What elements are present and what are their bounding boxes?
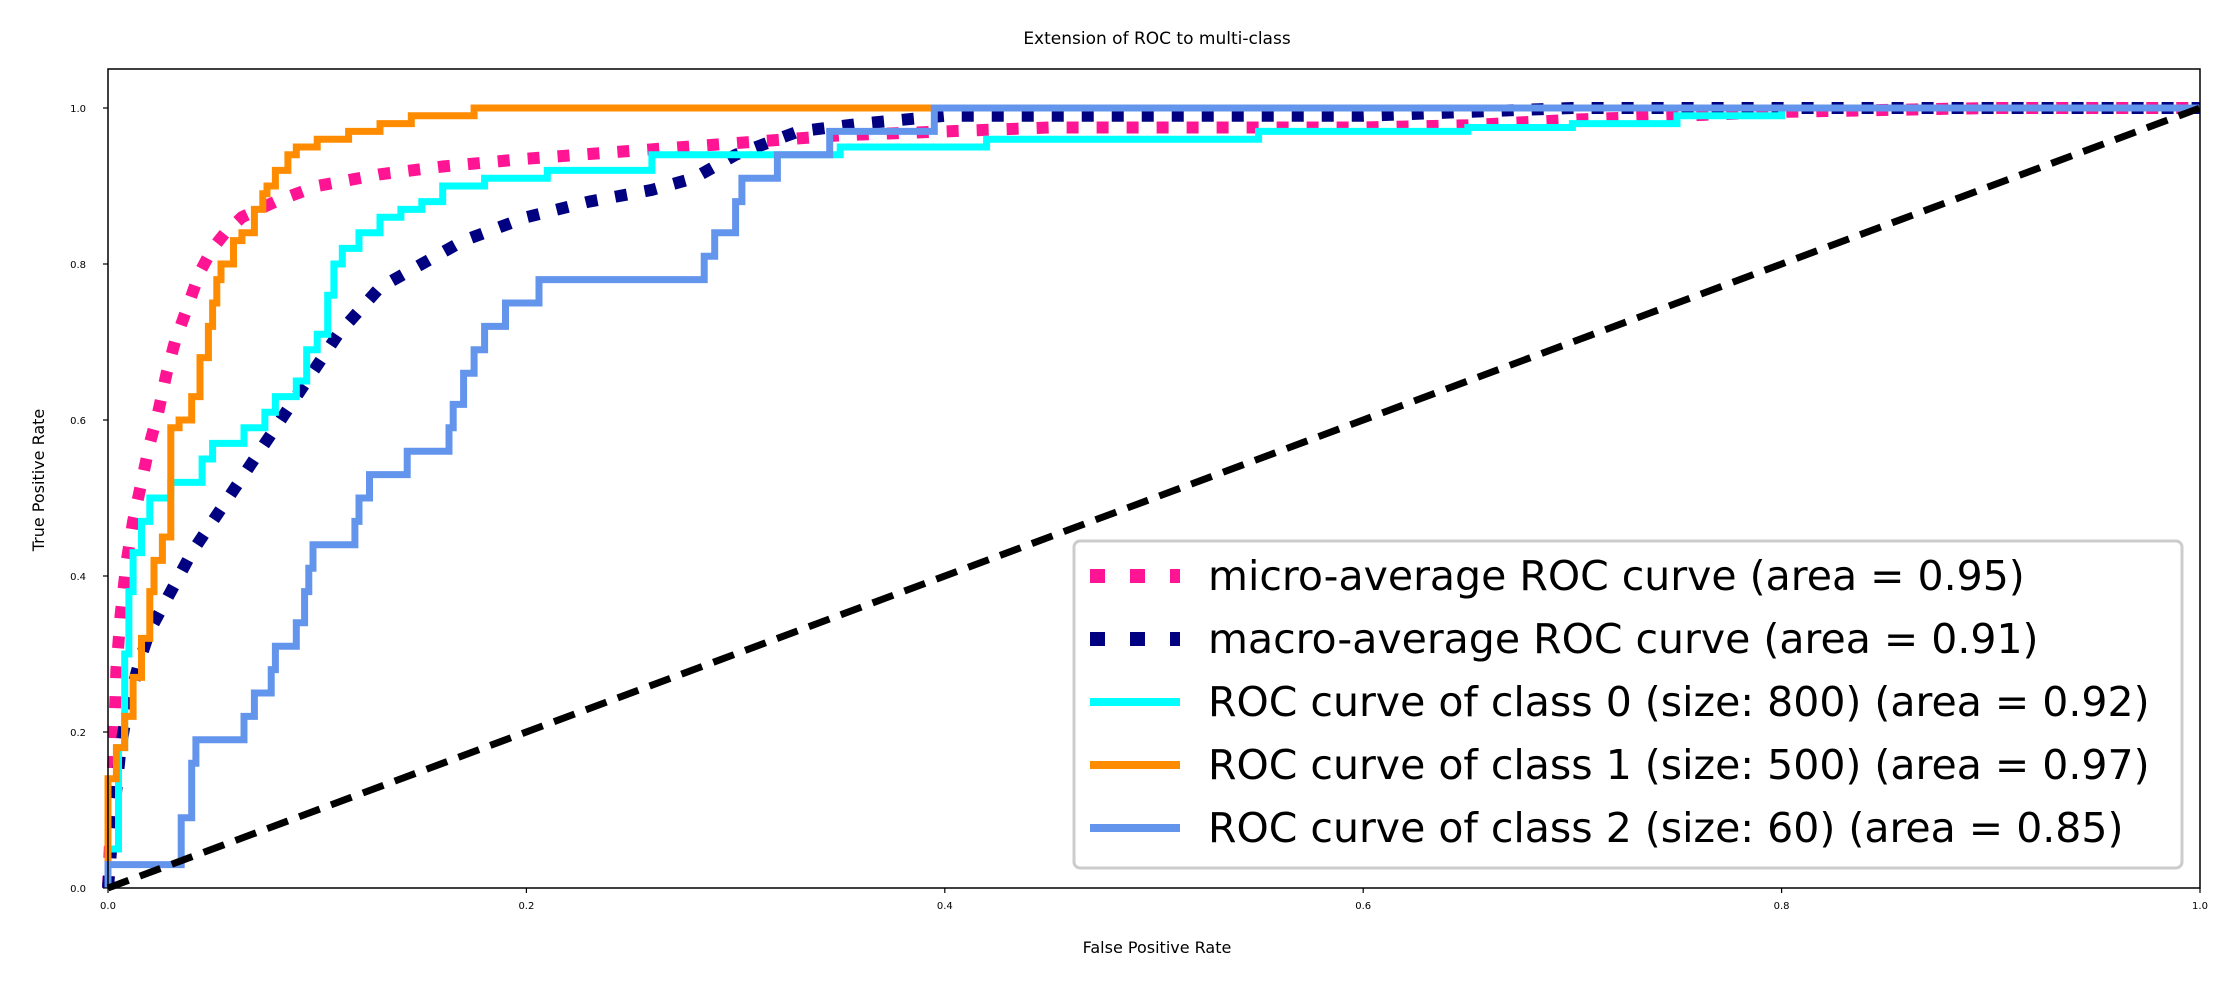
y-tick-label: 0.6 <box>70 416 86 427</box>
x-tick-label: 0.4 <box>937 901 953 912</box>
y-axis-label: True Positive Rate <box>29 409 48 553</box>
y-tick-label: 0.4 <box>70 572 86 583</box>
x-axis-label: False Positive Rate <box>1083 938 1232 957</box>
plot-frame <box>107 68 2201 889</box>
y-tick-label: 1.0 <box>70 104 86 115</box>
x-tick-label: 0.2 <box>518 901 534 912</box>
roc-series-4 <box>104 104 2200 888</box>
x-tick-label: 1.0 <box>2192 901 2208 912</box>
y-tick-label: 0.0 <box>70 884 86 895</box>
legend: micro-average ROC curve (area = 0.95) mac… <box>1072 539 2184 870</box>
roc-series-3 <box>104 104 2200 888</box>
x-tick-label: 0.0 <box>100 901 116 912</box>
x-tick-label: 0.6 <box>1355 901 1371 912</box>
x-tick-label: 0.8 <box>1774 901 1790 912</box>
y-tick-label: 0.8 <box>70 260 86 271</box>
legend-box <box>1072 539 2184 870</box>
legend-label: macro-average ROC curve (area = 0.91) <box>1208 615 2039 663</box>
legend-label: ROC curve of class 0 (size: 800) (area =… <box>1208 678 2150 726</box>
legend-label: micro-average ROC curve (area = 0.95) <box>1208 552 2025 600</box>
roc-series-1 <box>102 102 2200 889</box>
series-layer <box>102 102 2202 892</box>
legend-label: ROC curve of class 2 (size: 60) (area = … <box>1208 804 2123 852</box>
axis-ticks: 0.0 0.2 0.4 0.6 0.8 1.0 0.0 0.2 0.4 0.6 0.8 1.0 <box>70 104 2208 912</box>
roc-series-0 <box>102 102 2200 889</box>
chart-title: Extension of ROC to multi-class <box>1023 29 1291 49</box>
roc-series-2 <box>104 104 2200 888</box>
y-tick-label: 0.2 <box>70 728 86 739</box>
legend-label: ROC curve of class 1 (size: 500) (area =… <box>1208 741 2150 789</box>
